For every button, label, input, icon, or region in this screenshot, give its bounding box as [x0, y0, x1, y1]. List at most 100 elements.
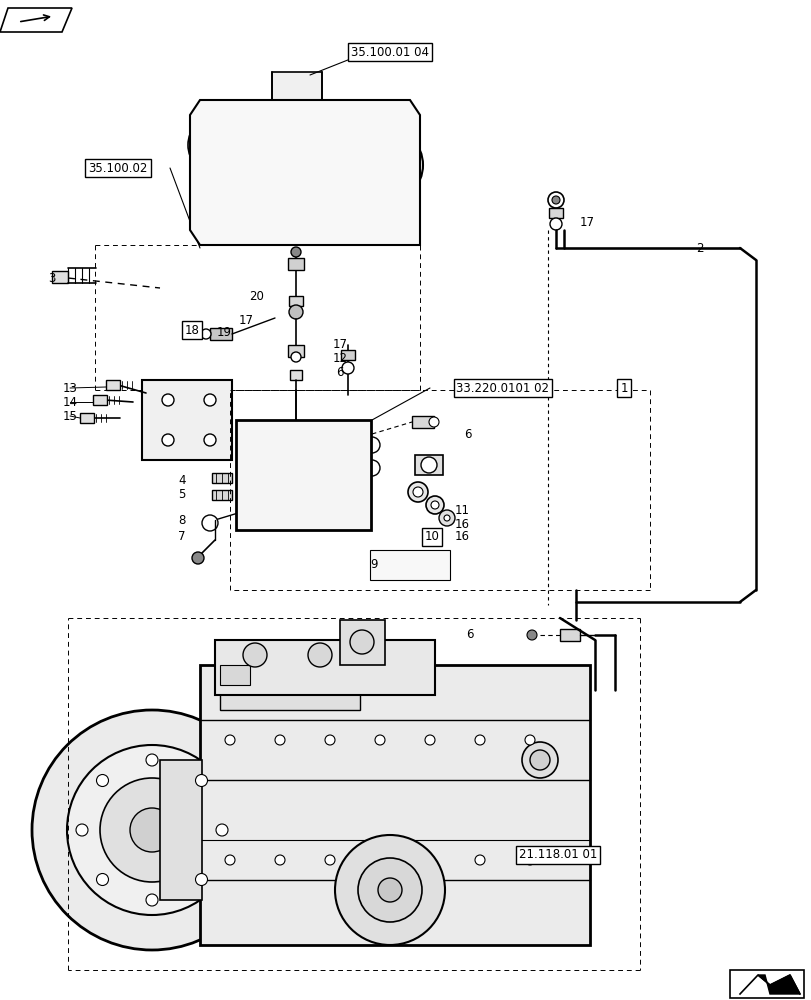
Text: 35.100.01 04: 35.100.01 04	[350, 45, 428, 58]
Bar	[341, 350, 354, 360]
Circle shape	[290, 352, 301, 362]
Circle shape	[314, 449, 325, 461]
Text: 9: 9	[370, 558, 377, 572]
Text: 6: 6	[464, 428, 471, 440]
Circle shape	[97, 775, 109, 787]
Text: 16: 16	[454, 530, 469, 544]
Bar	[272, 72, 322, 102]
Bar	[190, 175, 202, 195]
Bar	[289, 296, 303, 306]
Circle shape	[294, 222, 310, 238]
Text: 35.100.02: 35.100.02	[88, 161, 148, 174]
Bar	[93, 395, 107, 405]
Text: 20: 20	[249, 290, 264, 302]
Circle shape	[525, 855, 534, 865]
Text: 10: 10	[424, 530, 439, 544]
Circle shape	[363, 437, 380, 453]
Circle shape	[431, 501, 439, 509]
Circle shape	[426, 496, 444, 514]
Circle shape	[191, 552, 204, 564]
Text: 4: 4	[178, 474, 186, 487]
Circle shape	[162, 434, 174, 446]
Circle shape	[363, 460, 380, 476]
Circle shape	[346, 127, 423, 203]
Circle shape	[130, 808, 174, 852]
Text: 14: 14	[62, 395, 77, 408]
Circle shape	[200, 127, 236, 163]
Text: 7: 7	[178, 530, 186, 542]
Bar	[414, 455, 443, 475]
Bar	[80, 413, 94, 423]
Circle shape	[162, 394, 174, 406]
Circle shape	[32, 710, 272, 950]
Polygon shape	[190, 100, 419, 245]
Polygon shape	[757, 975, 799, 994]
Circle shape	[375, 735, 384, 745]
Circle shape	[375, 155, 394, 175]
Circle shape	[530, 750, 549, 770]
Circle shape	[67, 745, 237, 915]
Bar	[340, 620, 384, 665]
Circle shape	[290, 247, 301, 257]
Circle shape	[361, 141, 409, 189]
Bar	[560, 629, 579, 641]
Bar	[548, 208, 562, 218]
Circle shape	[289, 305, 303, 319]
Circle shape	[521, 742, 557, 778]
Text: 17: 17	[579, 216, 594, 229]
Bar	[160, 760, 202, 900]
Text: 18: 18	[184, 324, 200, 336]
Text: 6: 6	[336, 365, 343, 378]
Circle shape	[307, 643, 332, 667]
Bar	[210, 328, 232, 340]
Circle shape	[204, 434, 216, 446]
Circle shape	[202, 515, 217, 531]
Bar	[370, 550, 449, 580]
Bar	[52, 271, 68, 283]
Text: 2: 2	[695, 241, 703, 254]
Bar	[288, 258, 303, 270]
Bar	[411, 416, 433, 428]
Circle shape	[526, 630, 536, 640]
Circle shape	[290, 449, 302, 461]
Text: 33.220.0101 02: 33.220.0101 02	[456, 381, 549, 394]
Circle shape	[236, 222, 251, 238]
Bar	[212, 473, 232, 483]
Circle shape	[97, 873, 109, 885]
Circle shape	[350, 630, 374, 654]
Circle shape	[324, 735, 335, 745]
Circle shape	[320, 185, 340, 205]
Text: 1: 1	[620, 381, 627, 394]
Text: 16: 16	[454, 518, 469, 530]
Text: 8: 8	[178, 514, 186, 526]
Text: 17: 17	[332, 338, 347, 352]
Circle shape	[225, 735, 234, 745]
Bar	[142, 380, 232, 460]
Circle shape	[307, 443, 332, 467]
Circle shape	[216, 824, 228, 836]
Text: 13: 13	[62, 381, 77, 394]
Polygon shape	[729, 970, 803, 998]
Circle shape	[247, 431, 276, 459]
Circle shape	[420, 457, 436, 473]
Text: 11: 11	[454, 504, 469, 516]
Circle shape	[195, 775, 208, 787]
Circle shape	[146, 894, 158, 906]
Text: 5: 5	[178, 488, 186, 500]
Circle shape	[201, 329, 211, 339]
Circle shape	[549, 218, 561, 230]
Circle shape	[258, 173, 281, 197]
Circle shape	[275, 735, 285, 745]
Text: 19: 19	[217, 326, 231, 340]
Bar	[220, 665, 359, 710]
Circle shape	[525, 735, 534, 745]
Circle shape	[324, 855, 335, 865]
Circle shape	[341, 362, 354, 374]
Circle shape	[255, 438, 268, 452]
Circle shape	[407, 482, 427, 502]
Circle shape	[413, 487, 423, 497]
Circle shape	[551, 196, 560, 204]
Circle shape	[247, 163, 292, 207]
Text: 15: 15	[62, 410, 77, 422]
Circle shape	[474, 735, 484, 745]
